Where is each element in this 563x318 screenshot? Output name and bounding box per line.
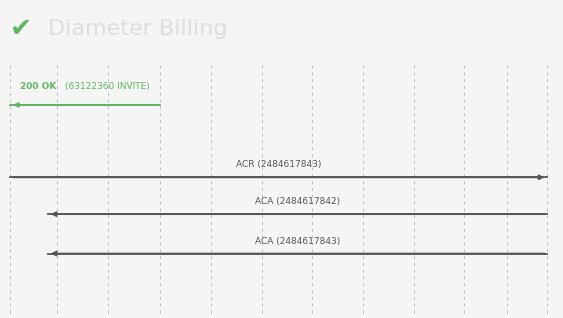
- Text: ACA (2484617843): ACA (2484617843): [255, 237, 340, 246]
- Text: ACA (2484617842): ACA (2484617842): [255, 197, 340, 206]
- Text: (63122360 INVITE): (63122360 INVITE): [65, 81, 150, 91]
- Text: 200 OK: 200 OK: [20, 81, 56, 91]
- Text: ACR (2484617843): ACR (2484617843): [236, 160, 321, 169]
- Text: Diameter Billing: Diameter Billing: [48, 18, 227, 38]
- Text: ✔: ✔: [10, 16, 32, 42]
